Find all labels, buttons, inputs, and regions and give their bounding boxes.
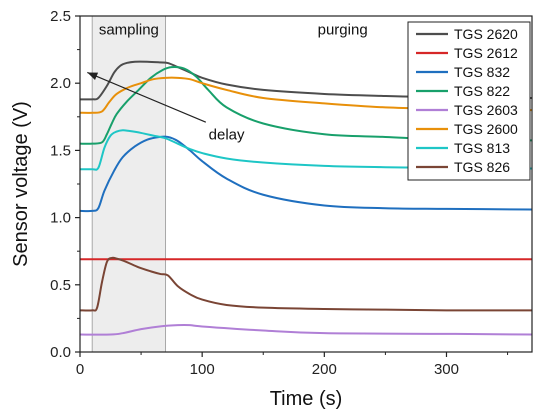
x-tick-label: 0 (76, 361, 84, 378)
y-tick-label: 1.0 (50, 210, 71, 227)
delay-arrow-shaft (87, 71, 207, 123)
legend-label-tgs-832: TGS 832 (454, 64, 510, 80)
y-axis-title: Sensor voltage (V) (10, 101, 32, 267)
series-line-tgs-822 (79, 65, 533, 145)
annotation-delay: delay (209, 126, 245, 143)
legend-label-tgs-813: TGS 813 (454, 140, 510, 156)
x-tick-label: 100 (190, 361, 215, 378)
delay-arrow (87, 71, 207, 123)
legend-label-tgs-2600: TGS 2600 (454, 121, 518, 137)
x-tick-label: 300 (434, 361, 459, 378)
series-line-tgs-2603 (79, 323, 533, 336)
legend-label-tgs-822: TGS 822 (454, 83, 510, 99)
series-line-tgs-2620 (79, 60, 533, 101)
y-tick-label: 2.5 (50, 8, 71, 25)
annotation-purging: purging (318, 21, 368, 38)
series-lines (79, 60, 533, 336)
sampling-region (91, 16, 167, 352)
series-line-tgs-832 (79, 135, 533, 213)
legend-label-tgs-2603: TGS 2603 (454, 102, 518, 118)
annotations: sampling purging delay (99, 21, 368, 143)
legend: TGS 2620 TGS 2612 TGS 832 TGS 822 TGS 2603 TG… (407, 21, 531, 181)
legend-label-tgs-826: TGS 826 (454, 159, 510, 175)
series-line-tgs-813 (79, 129, 533, 171)
delay-arrow-head (87, 72, 99, 81)
axes: 0 100 200 300 0.0 0.5 1.0 1.5 2.0 2.5 (50, 8, 533, 378)
legend-label-tgs-2620: TGS 2620 (454, 26, 518, 42)
y-tick-label: 0.0 (50, 344, 71, 361)
sampling-shade (92, 16, 166, 352)
y-tick-label: 1.5 (50, 142, 71, 159)
x-axis-title: Time (s) (270, 388, 343, 410)
legend-label-tgs-2612: TGS 2612 (454, 45, 518, 61)
y-tick-label: 2.0 (50, 75, 71, 92)
annotation-sampling: sampling (99, 21, 159, 38)
x-tick-label: 200 (312, 361, 337, 378)
series-line-tgs-826 (79, 256, 533, 312)
y-tick-label: 0.5 (50, 277, 71, 294)
series-line-tgs-2600 (79, 76, 533, 114)
legend-box (407, 21, 531, 181)
